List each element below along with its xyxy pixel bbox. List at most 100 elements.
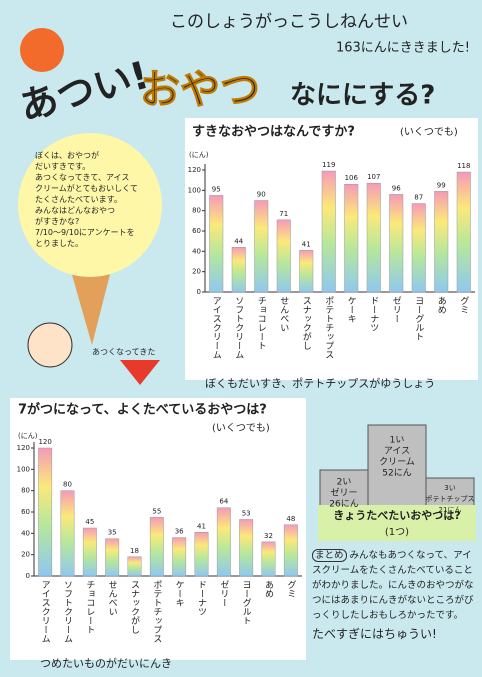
y-tick-label: 60 — [192, 227, 201, 235]
podium-label: ポテトチップス — [426, 495, 475, 503]
value-label: 32 — [264, 532, 273, 540]
bubble: ぼくは、おやつがだいすきです。あつくなってきて、アイスクリームがとてもおいしくて… — [35, 150, 150, 249]
podium-label: 26にん — [329, 499, 358, 510]
bubble-line: あつくなってきて、アイス — [35, 172, 150, 183]
x-tick-label: ゼリー — [218, 580, 229, 607]
x-tick-label: アイスクリーム — [211, 296, 222, 359]
bar — [61, 491, 74, 576]
bubble-line: ぼくは、おやつが — [35, 150, 150, 161]
x-tick-label: ドーナツ — [368, 296, 379, 332]
bar — [300, 250, 314, 292]
bar — [262, 542, 275, 576]
bubble-line: たくさんたべています。 — [35, 194, 150, 205]
bar — [195, 532, 208, 576]
poster: このしょうがっこうしねんせい 163にんにききました! あつい! おやつ なにに… — [0, 0, 482, 677]
chart-subtitle: (いくつでも) — [400, 126, 458, 138]
x-tick-label: ヨーグルト — [413, 296, 424, 341]
x-tick-label: スナックがし — [129, 580, 140, 634]
x-tick-label: あめ — [263, 580, 274, 598]
value-label: 106 — [345, 174, 359, 182]
podium-label: ゼリー — [330, 487, 357, 499]
value-label: 45 — [85, 518, 94, 526]
bar — [239, 519, 252, 576]
bubble-line: だいすきです。 — [35, 161, 150, 172]
x-tick-label: グミ — [458, 296, 469, 314]
bar — [83, 528, 96, 576]
chart-caption: つめたいものがだいにんき — [40, 656, 172, 670]
bar — [38, 448, 51, 576]
x-tick-label: ヨーグルト — [241, 580, 252, 625]
podium-label: 52にん — [382, 468, 411, 479]
summary-warning: たべすぎにはちゅうい! — [312, 627, 478, 642]
y-tick-label: 80 — [21, 487, 30, 495]
chart-subtitle: (いくつでも) — [212, 422, 270, 434]
y-tick-label: 40 — [192, 247, 201, 255]
y-tick-label: 0 — [26, 572, 30, 580]
chart-caption: ぼくもだいすき、ポテトチップスがゆうしょう — [205, 376, 435, 390]
y-axis-label: (にん) — [189, 151, 209, 159]
value-label: 107 — [367, 173, 380, 181]
value-label: 44 — [234, 237, 243, 245]
bar — [277, 220, 291, 292]
x-tick-label: アイスクリーム — [40, 580, 51, 643]
bubble-line: クリームがとてもおいしくて — [35, 183, 150, 194]
podium-label: アイス — [384, 447, 410, 457]
value-label: 41 — [302, 240, 311, 248]
bar — [457, 172, 471, 292]
header-line1: このしょうがっこうしねんせい — [170, 12, 408, 32]
value-label: 119 — [322, 161, 335, 169]
x-tick-label: チョコレート — [256, 296, 267, 350]
value-label: 55 — [152, 507, 161, 515]
chart-title: すきなおやつはなんですか? — [192, 125, 355, 140]
sun — [20, 28, 64, 72]
value-label: 53 — [242, 509, 251, 517]
bubble-line: とりました。 — [35, 238, 150, 249]
y-tick-label: 120 — [17, 444, 30, 452]
y-tick-label: 20 — [192, 268, 201, 276]
value-label: 96 — [392, 184, 401, 192]
bar — [232, 247, 246, 292]
podium-label: 3い — [444, 484, 455, 492]
bar — [390, 194, 404, 292]
bar — [217, 508, 230, 576]
summary-tag: まとめ — [312, 549, 347, 562]
y-tick-label: 100 — [17, 465, 30, 473]
bar — [255, 201, 269, 293]
value-label: 71 — [279, 210, 288, 218]
bar — [345, 184, 359, 292]
y-tick-label: 60 — [21, 508, 30, 516]
chart-title: 7がつになって、よくたべているおやつは? — [18, 402, 267, 418]
value-label: 87 — [414, 194, 423, 202]
value-label: 64 — [219, 498, 228, 506]
bubble-line: 7/10～9/10にアンケートを — [35, 227, 150, 238]
y-axis-label: (にん) — [18, 432, 38, 440]
y-tick-label: 20 — [21, 551, 30, 559]
summary: まとめ みんなもあつくなって、アイスクリームをたくさんたべていることがわかりまし… — [312, 548, 478, 642]
bar — [150, 517, 163, 576]
value-label: 99 — [437, 181, 446, 189]
value-label: 120 — [38, 438, 51, 446]
snack-text: おやつ — [140, 67, 260, 113]
bar — [210, 195, 224, 292]
podium-label: 1い — [390, 436, 405, 446]
boy-face — [28, 323, 72, 367]
x-tick-label: チョコレート — [84, 580, 95, 634]
x-tick-label: あめ — [436, 296, 447, 314]
bubble-line: がすきかな? — [35, 216, 150, 227]
bar — [412, 204, 426, 292]
x-tick-label: ドーナツ — [196, 580, 207, 616]
x-tick-label: せんべい — [278, 296, 289, 332]
x-tick-label: ゼリー — [391, 296, 402, 323]
value-label: 18 — [130, 547, 139, 555]
bar — [105, 539, 118, 576]
x-tick-label: ケーキ — [346, 296, 357, 323]
y-tick-label: 40 — [21, 529, 30, 537]
bar — [322, 171, 336, 292]
bubble-line: みんなはどんなおやつ — [35, 205, 150, 216]
value-label: 35 — [108, 529, 117, 537]
x-tick-label: ケーキ — [174, 580, 185, 607]
bar — [128, 557, 141, 576]
bar — [367, 183, 381, 292]
y-tick-label: 80 — [192, 207, 201, 215]
x-tick-label: ソフトクリーム — [62, 580, 73, 643]
